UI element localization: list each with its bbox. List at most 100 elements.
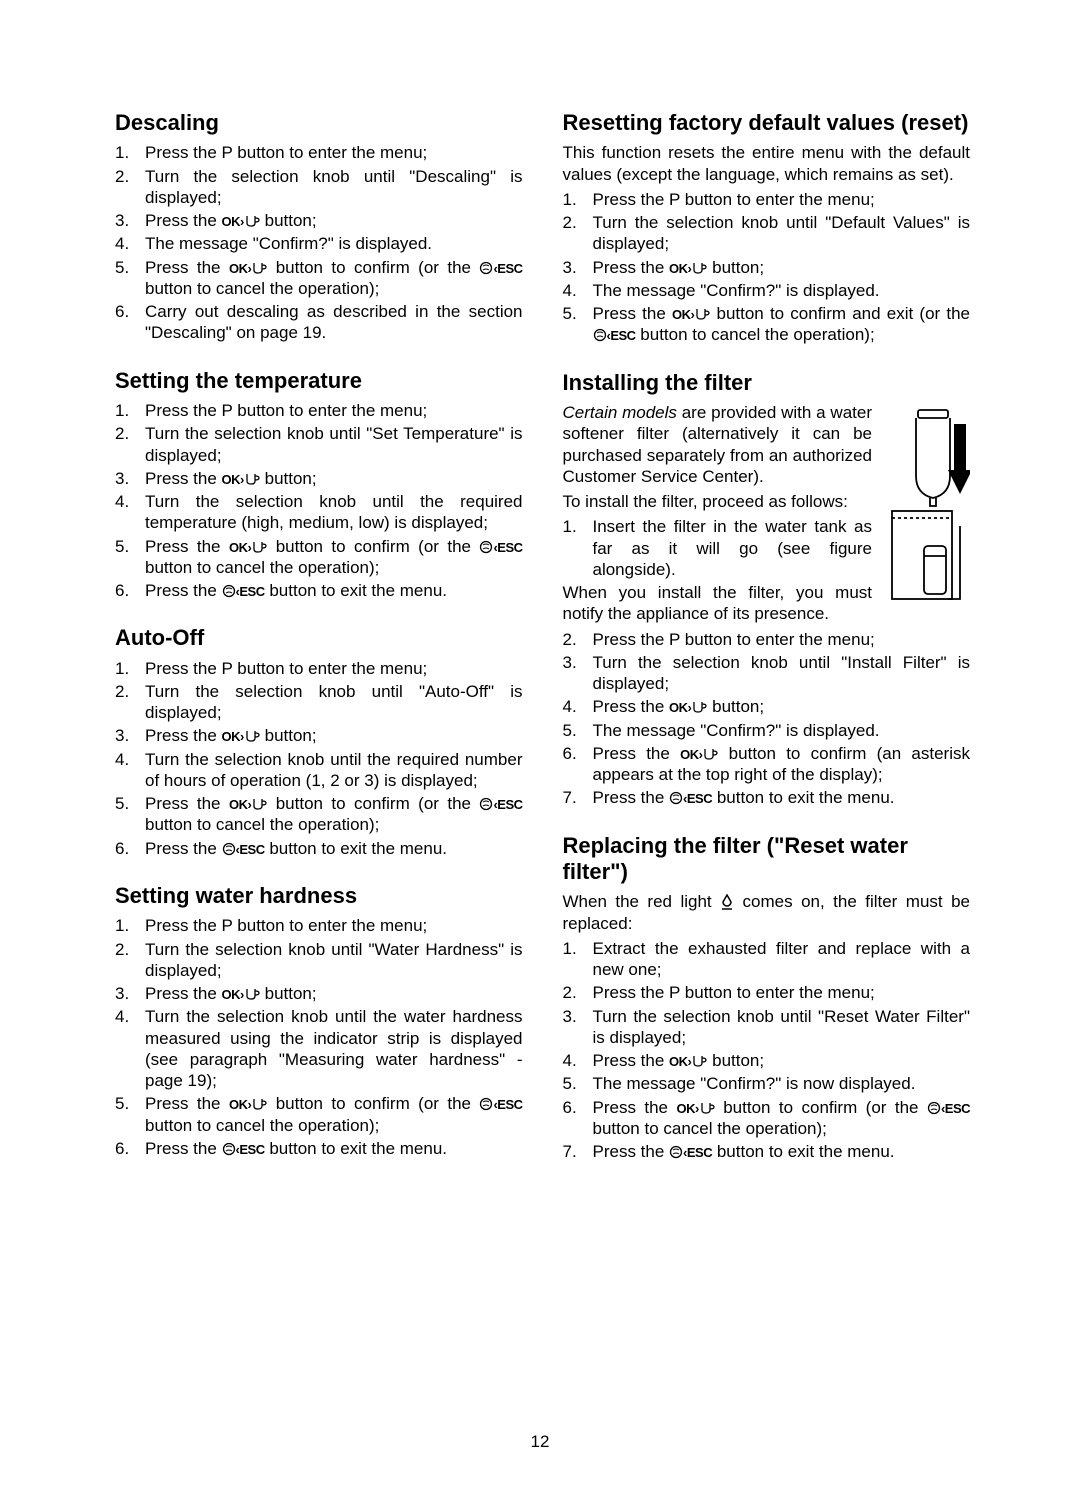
list-item: Press the button to exit the menu. [563, 1141, 971, 1162]
list-item: Press the P button to enter the menu; [115, 142, 523, 163]
cup-icon [244, 473, 260, 485]
ok-button-icon [222, 214, 244, 230]
list-item: Turn the selection knob until "Set Tempe… [115, 423, 523, 466]
list-item: Turn the selection knob until the water … [115, 1006, 523, 1091]
list-item: Press the button to confirm (or the butt… [115, 793, 523, 836]
list-item: Turn the selection knob until the requir… [115, 749, 523, 792]
rinse-icon [593, 328, 607, 342]
intro-replace-filter: When the red light comes on, the filter … [563, 891, 971, 934]
list-item: Turn the selection knob until "Descaling… [115, 166, 523, 209]
list-item: Turn the selection knob until "Auto-Off"… [115, 681, 523, 724]
list-item: Press the button; [115, 725, 523, 746]
rinse-icon [479, 1097, 493, 1111]
left-column: Descaling Press the P button to enter th… [115, 110, 523, 1164]
list-item: Press the button to exit the menu. [115, 580, 523, 601]
heading-reset: Resetting factory default values (reset) [563, 110, 971, 136]
list-reset: Press the P button to enter the menu; Tu… [563, 189, 971, 346]
ok-button-icon [222, 987, 244, 1003]
heading-replace-filter: Replacing the filter ("Reset water filte… [563, 833, 971, 886]
esc-button-icon [493, 1097, 522, 1113]
list-item: Press the button to exit the menu. [115, 838, 523, 859]
cup-icon [244, 730, 260, 742]
list-item: Press the P button to enter the menu; [563, 982, 971, 1003]
esc-button-icon [941, 1101, 970, 1117]
list-water-hardness: Press the P button to enter the menu; Tu… [115, 915, 523, 1159]
list-item: Press the button; [115, 210, 523, 231]
ok-button-icon [229, 261, 251, 277]
ok-button-icon [680, 747, 702, 763]
rinse-icon [669, 1145, 683, 1159]
rinse-icon [222, 584, 236, 598]
rinse-icon [222, 1142, 236, 1156]
italic-label: Certain models [563, 403, 677, 422]
esc-button-icon [236, 1142, 265, 1158]
list-item: Press the button to confirm (an asterisk… [563, 743, 971, 786]
list-item: Turn the selection knob until "Install F… [563, 652, 971, 695]
list-item: Turn the selection knob until "Water Har… [115, 939, 523, 982]
rinse-icon [222, 842, 236, 856]
cup-icon [244, 215, 260, 227]
list-item: Press the P button to enter the menu; [115, 915, 523, 936]
cup-icon [691, 701, 707, 713]
list-item: Turn the selection knob until "Reset Wat… [563, 1006, 971, 1049]
ok-button-icon [676, 1101, 698, 1117]
list-descaling: Press the P button to enter the menu; Tu… [115, 142, 523, 343]
ok-button-icon [669, 1054, 691, 1070]
list-item: Press the button; [115, 468, 523, 489]
list-item: The message "Confirm?" is displayed. [563, 280, 971, 301]
ok-button-icon [222, 729, 244, 745]
cup-icon [251, 1098, 267, 1110]
list-item: Extract the exhausted filter and replace… [563, 938, 971, 981]
droplet-icon [720, 894, 734, 912]
heading-auto-off: Auto-Off [115, 625, 523, 651]
list-item: Press the button to confirm (or the butt… [115, 536, 523, 579]
list-item: Turn the selection knob until the requir… [115, 491, 523, 534]
heading-water-hardness: Setting water hardness [115, 883, 523, 909]
esc-button-icon [683, 791, 712, 807]
intro-reset: This function resets the entire menu wit… [563, 142, 971, 185]
list-item: Press the P button to enter the menu; [115, 400, 523, 421]
cup-icon [699, 1102, 715, 1114]
list-item: Press the P button to enter the menu; [563, 189, 971, 210]
cup-icon [702, 748, 718, 760]
cup-icon [251, 798, 267, 810]
ok-button-icon [672, 307, 694, 323]
esc-button-icon [236, 584, 265, 600]
rinse-icon [479, 540, 493, 554]
rinse-icon [669, 791, 683, 805]
ok-button-icon [669, 700, 691, 716]
esc-button-icon [493, 797, 522, 813]
cup-icon [251, 262, 267, 274]
page-content: Descaling Press the P button to enter th… [115, 110, 970, 1164]
ok-button-icon [669, 261, 691, 277]
list-item: Press the button to confirm (or the butt… [115, 1093, 523, 1136]
list-install-filter-a: Insert the filter in the water tank as f… [563, 516, 971, 580]
list-item: Carry out descaling as described in the … [115, 301, 523, 344]
esc-button-icon [683, 1145, 712, 1161]
list-item: Press the button to confirm and exit (or… [563, 303, 971, 346]
list-item: Press the button to exit the menu. [563, 787, 971, 808]
text: When the red light [563, 892, 721, 911]
list-item: The message "Confirm?" is displayed. [563, 720, 971, 741]
list-item: Press the button to confirm (or the butt… [563, 1097, 971, 1140]
esc-button-icon [493, 261, 522, 277]
ok-button-icon [229, 540, 251, 556]
heading-set-temperature: Setting the temperature [115, 368, 523, 394]
heading-descaling: Descaling [115, 110, 523, 136]
list-item: Press the button; [563, 1050, 971, 1071]
rinse-icon [479, 797, 493, 811]
cup-icon [691, 1055, 707, 1067]
esc-button-icon [493, 540, 522, 556]
cup-icon [694, 308, 710, 320]
list-install-filter-b: Press the P button to enter the menu; Tu… [563, 629, 971, 809]
list-item: Press the button to confirm (or the butt… [115, 257, 523, 300]
esc-button-icon [236, 842, 265, 858]
cup-icon [244, 988, 260, 1000]
list-replace-filter: Extract the exhausted filter and replace… [563, 938, 971, 1163]
esc-button-icon [607, 328, 636, 344]
list-item: Press the P button to enter the menu; [563, 629, 971, 650]
ok-button-icon [229, 1097, 251, 1113]
ok-button-icon [222, 472, 244, 488]
list-item: Press the button to exit the menu. [115, 1138, 523, 1159]
list-item: Press the button; [563, 696, 971, 717]
